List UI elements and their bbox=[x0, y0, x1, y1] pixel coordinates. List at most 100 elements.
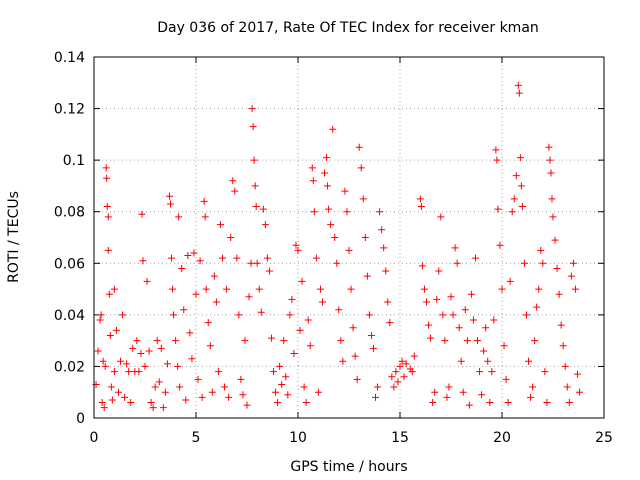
data-point bbox=[565, 399, 573, 407]
data-point bbox=[337, 337, 345, 345]
data-point bbox=[233, 254, 241, 262]
data-point bbox=[374, 383, 382, 391]
data-point bbox=[292, 241, 300, 249]
data-point bbox=[110, 368, 118, 376]
data-point bbox=[551, 236, 559, 244]
data-point bbox=[321, 169, 329, 177]
data-point bbox=[243, 401, 251, 409]
data-point bbox=[367, 331, 375, 339]
data-point bbox=[278, 380, 286, 388]
data-point bbox=[425, 321, 433, 329]
data-point bbox=[219, 254, 227, 262]
data-point bbox=[188, 355, 196, 363]
data-point bbox=[396, 362, 404, 370]
data-point bbox=[276, 362, 284, 370]
data-point bbox=[296, 326, 304, 334]
data-point bbox=[117, 357, 125, 365]
data-point bbox=[378, 226, 386, 234]
data-point bbox=[461, 306, 469, 314]
data-point bbox=[423, 298, 431, 306]
data-point bbox=[463, 337, 471, 345]
data-point bbox=[192, 290, 200, 298]
data-point bbox=[502, 375, 510, 383]
grid bbox=[94, 57, 604, 418]
data-point bbox=[327, 221, 335, 229]
data-point bbox=[284, 391, 292, 399]
data-point bbox=[465, 401, 473, 409]
data-point bbox=[153, 337, 161, 345]
data-point bbox=[147, 399, 155, 407]
data-point bbox=[359, 195, 367, 203]
data-point bbox=[265, 267, 273, 275]
data-points bbox=[92, 81, 584, 412]
data-point bbox=[365, 311, 373, 319]
data-point bbox=[345, 246, 353, 254]
data-point bbox=[257, 308, 265, 316]
data-point bbox=[516, 154, 524, 162]
data-point bbox=[121, 393, 129, 401]
data-point bbox=[251, 182, 259, 190]
data-point bbox=[531, 337, 539, 345]
data-point bbox=[335, 306, 343, 314]
y-tick-label: 0 bbox=[76, 411, 85, 427]
data-point bbox=[274, 399, 282, 407]
data-point bbox=[480, 347, 488, 355]
data-point bbox=[561, 362, 569, 370]
data-point bbox=[517, 182, 525, 190]
data-point bbox=[447, 293, 455, 301]
data-point bbox=[235, 311, 243, 319]
data-point bbox=[139, 257, 147, 265]
data-point bbox=[353, 375, 361, 383]
data-point bbox=[149, 404, 157, 412]
data-point bbox=[104, 246, 112, 254]
data-point bbox=[200, 197, 208, 205]
data-point bbox=[453, 259, 461, 267]
data-point bbox=[252, 203, 260, 211]
data-point bbox=[155, 378, 163, 386]
data-point bbox=[259, 205, 267, 213]
y-axis-label: ROTI / TECUs bbox=[6, 191, 22, 283]
data-point bbox=[478, 391, 486, 399]
data-point bbox=[451, 244, 459, 252]
data-point bbox=[386, 319, 394, 327]
data-point bbox=[339, 357, 347, 365]
data-point bbox=[306, 342, 314, 350]
data-point bbox=[506, 277, 514, 285]
data-point bbox=[417, 203, 425, 211]
data-point bbox=[318, 298, 326, 306]
x-tick-label: 15 bbox=[391, 430, 409, 446]
data-point bbox=[410, 352, 418, 360]
data-point bbox=[573, 370, 581, 378]
data-point bbox=[357, 164, 365, 172]
data-point bbox=[474, 337, 482, 345]
x-tick-label: 25 bbox=[595, 430, 613, 446]
data-point bbox=[351, 352, 359, 360]
x-tick-label: 20 bbox=[493, 430, 511, 446]
data-point bbox=[515, 89, 523, 97]
data-point bbox=[216, 221, 224, 229]
data-point bbox=[182, 396, 190, 404]
x-tick-label: 10 bbox=[289, 430, 307, 446]
data-point bbox=[435, 267, 443, 275]
data-point bbox=[455, 324, 463, 332]
data-point bbox=[355, 143, 363, 151]
data-point bbox=[248, 105, 256, 113]
data-point bbox=[133, 337, 141, 345]
data-point bbox=[229, 177, 237, 185]
data-point bbox=[398, 357, 406, 365]
data-point bbox=[97, 311, 105, 319]
data-point bbox=[533, 303, 541, 311]
data-point bbox=[520, 259, 528, 267]
data-point bbox=[302, 399, 310, 407]
data-point bbox=[496, 241, 504, 249]
x-tick-label: 5 bbox=[192, 430, 201, 446]
data-point bbox=[559, 342, 567, 350]
data-point bbox=[380, 244, 388, 252]
data-point bbox=[165, 192, 173, 200]
data-point bbox=[196, 257, 204, 265]
data-point bbox=[392, 368, 400, 376]
data-point bbox=[443, 393, 451, 401]
data-point bbox=[103, 203, 111, 211]
data-point bbox=[449, 311, 457, 319]
data-point bbox=[286, 311, 294, 319]
